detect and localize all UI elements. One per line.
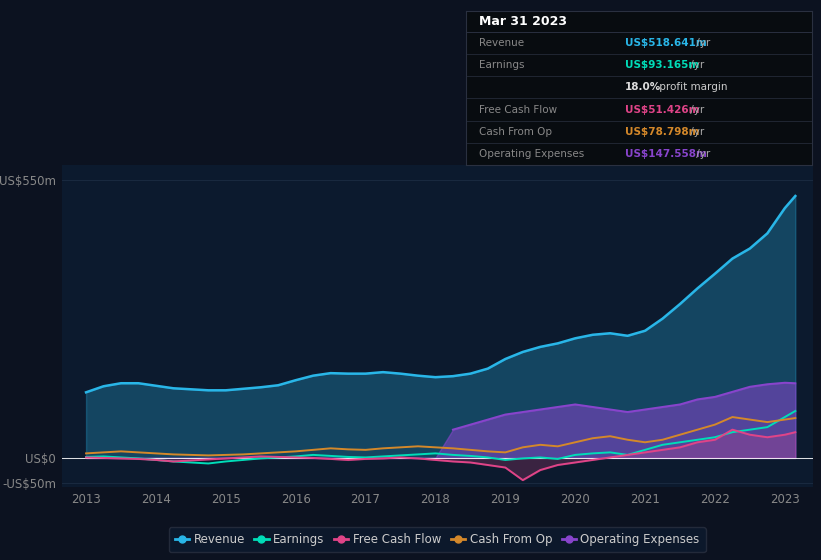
Text: US$518.641m: US$518.641m — [625, 38, 707, 48]
Text: /yr: /yr — [687, 127, 704, 137]
Text: /yr: /yr — [687, 105, 704, 115]
Text: Operating Expenses: Operating Expenses — [479, 149, 585, 159]
Text: Free Cash Flow: Free Cash Flow — [479, 105, 557, 115]
Text: Earnings: Earnings — [479, 60, 525, 70]
Text: US$93.165m: US$93.165m — [625, 60, 699, 70]
Text: Mar 31 2023: Mar 31 2023 — [479, 15, 567, 28]
Text: 18.0%: 18.0% — [625, 82, 661, 92]
Text: Cash From Op: Cash From Op — [479, 127, 553, 137]
Text: /yr: /yr — [694, 149, 711, 159]
Text: /yr: /yr — [687, 60, 704, 70]
Text: US$78.798m: US$78.798m — [625, 127, 699, 137]
Text: US$147.558m: US$147.558m — [625, 149, 707, 159]
Text: /yr: /yr — [694, 38, 711, 48]
Text: Revenue: Revenue — [479, 38, 525, 48]
Text: US$51.426m: US$51.426m — [625, 105, 699, 115]
Text: profit margin: profit margin — [656, 82, 727, 92]
Legend: Revenue, Earnings, Free Cash Flow, Cash From Op, Operating Expenses: Revenue, Earnings, Free Cash Flow, Cash … — [169, 528, 705, 552]
